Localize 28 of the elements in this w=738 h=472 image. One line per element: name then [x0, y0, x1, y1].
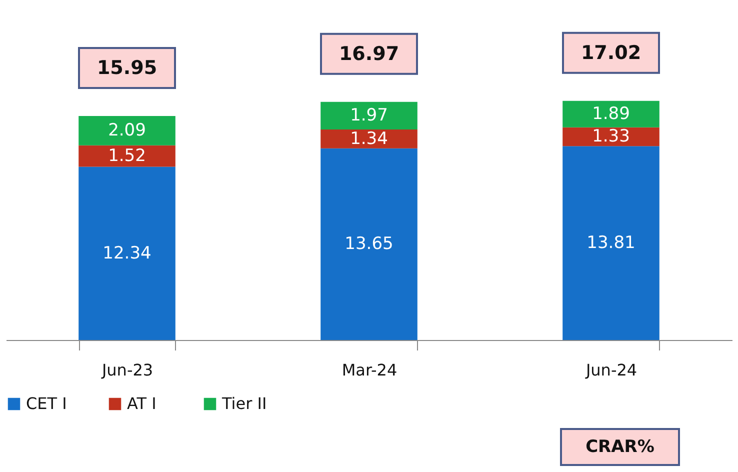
bar	[562, 146, 660, 340]
legend-label: AT I	[127, 394, 156, 413]
data-label: 2.09	[108, 120, 146, 141]
x-tick-label: Jun-24	[584, 360, 638, 380]
total-label: 15.95	[96, 57, 158, 80]
data-label: 1.89	[592, 104, 630, 124]
bar	[78, 116, 176, 146]
data-label: 13.81	[586, 233, 636, 254]
bar	[78, 145, 176, 167]
legend-label: Tier II	[221, 394, 267, 413]
bar	[562, 127, 660, 146]
legend-label: CET I	[26, 394, 67, 413]
total-label: 17.02	[580, 42, 642, 64]
data-label: 1.52	[108, 146, 146, 166]
data-label: 1.33	[592, 126, 630, 147]
x-tick-label: Mar-24	[342, 360, 398, 380]
text: CRAR%	[560, 428, 680, 466]
x-tick-label: Jun-23	[100, 360, 154, 380]
bar	[320, 148, 418, 340]
data-label: 1.97	[350, 106, 388, 126]
bar	[320, 130, 418, 148]
data-label: 12.34	[102, 243, 152, 264]
bar	[320, 102, 418, 130]
data-label: 13.65	[344, 234, 394, 254]
bar	[562, 100, 660, 128]
data-label: 1.34	[350, 128, 388, 149]
bar	[78, 166, 176, 340]
total-label: 16.97	[338, 42, 400, 65]
